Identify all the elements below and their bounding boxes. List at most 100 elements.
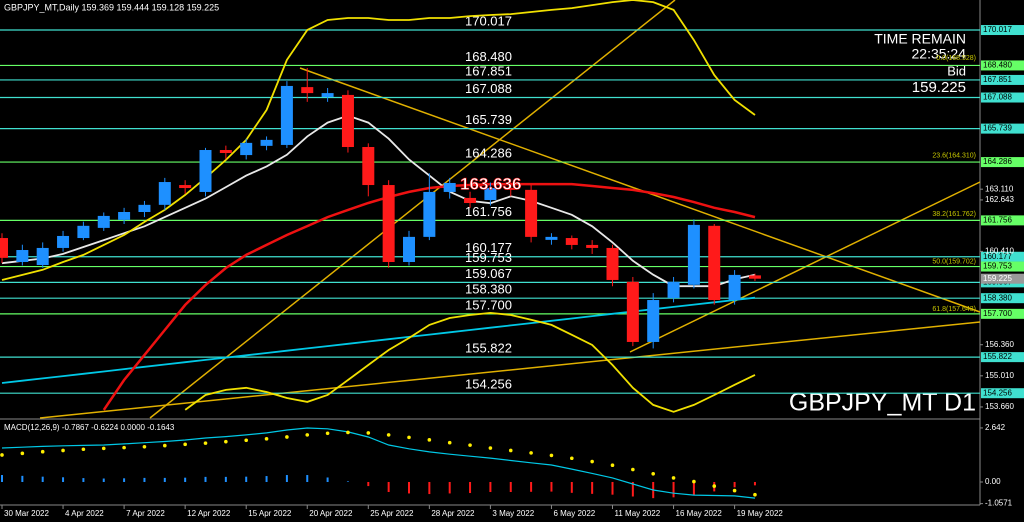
signal-dot bbox=[631, 467, 635, 472]
histogram-bar bbox=[753, 481, 756, 486]
x-tick-label: 11 May 2022 bbox=[615, 509, 661, 518]
bid-label: Bid bbox=[947, 63, 966, 78]
y-tick-label: 155.010 bbox=[985, 371, 1014, 380]
candle-body bbox=[626, 281, 639, 342]
axis-level-box bbox=[981, 215, 1024, 226]
histogram-bar bbox=[163, 477, 166, 482]
candle-body bbox=[97, 215, 110, 228]
signal-dot bbox=[40, 449, 45, 454]
histogram-bar bbox=[62, 477, 65, 482]
histogram-bar bbox=[570, 481, 573, 493]
y-tick-label: 157.700 bbox=[983, 309, 1012, 318]
histogram-bar bbox=[469, 481, 472, 494]
histogram-bar bbox=[550, 481, 553, 492]
axis-level-box bbox=[981, 388, 1024, 399]
candle-body bbox=[403, 236, 415, 262]
histogram-bar bbox=[489, 481, 492, 493]
fib-label: 50.0(159.702) bbox=[932, 259, 976, 266]
histogram-bar bbox=[245, 476, 248, 482]
candle-body bbox=[158, 182, 171, 205]
y-tick-label: 164.286 bbox=[983, 157, 1012, 166]
y-tick-label: 160.177 bbox=[983, 252, 1012, 261]
candle-body bbox=[341, 94, 354, 148]
level-label: 160.177 bbox=[465, 240, 512, 255]
histogram-bar bbox=[123, 478, 126, 482]
level-label: 155.822 bbox=[465, 341, 512, 356]
signal-dot bbox=[692, 479, 696, 484]
candle-body bbox=[687, 224, 700, 285]
signal-dot bbox=[407, 435, 411, 440]
signal-dot bbox=[101, 446, 106, 451]
candle-body bbox=[647, 300, 660, 342]
signal-dot bbox=[0, 453, 4, 457]
trendline bbox=[149, 0, 676, 419]
x-tick-label: 4 Apr 2022 bbox=[65, 509, 104, 518]
candle-body bbox=[606, 247, 619, 280]
histogram-bar bbox=[448, 481, 451, 494]
signal-dot bbox=[610, 463, 615, 468]
x-tick-label: 12 Apr 2022 bbox=[187, 509, 231, 518]
candle-body bbox=[0, 238, 8, 258]
histogram-bar bbox=[611, 481, 614, 495]
candle-body bbox=[525, 189, 538, 237]
histogram-bar bbox=[428, 481, 431, 495]
y-tick-label: 168.480 bbox=[983, 61, 1012, 70]
signal-dot bbox=[61, 448, 65, 453]
level-label: 157.700 bbox=[465, 297, 512, 312]
axis-level-box bbox=[981, 25, 1024, 36]
fib-label: 0.0(168.528) bbox=[936, 55, 976, 62]
y-tick-label: 167.088 bbox=[983, 93, 1012, 102]
signal-dot bbox=[20, 451, 25, 456]
axis-level-box bbox=[981, 251, 1024, 262]
signal-dot bbox=[203, 441, 208, 445]
histogram-bar bbox=[509, 481, 512, 493]
x-tick-label: 28 Apr 2022 bbox=[431, 509, 475, 518]
histogram-bar bbox=[265, 476, 268, 482]
axis-level-box bbox=[981, 293, 1024, 304]
signal-dot bbox=[183, 442, 187, 447]
histogram-bar bbox=[306, 475, 309, 482]
histogram-bar bbox=[41, 476, 44, 482]
y-tick-label: 156.360 bbox=[985, 340, 1014, 349]
candle-body bbox=[484, 188, 497, 201]
level-label: 154.256 bbox=[465, 377, 512, 392]
candle-body bbox=[77, 225, 90, 239]
axis-level-box bbox=[981, 157, 1024, 168]
histogram-bar bbox=[326, 477, 329, 482]
macd-line bbox=[1, 427, 756, 499]
y-tick-label: 162.643 bbox=[985, 195, 1014, 204]
signal-dot bbox=[427, 438, 432, 442]
x-tick-label: 15 Apr 2022 bbox=[248, 509, 292, 518]
chart-header: GBPJPY_MT,Daily 159.369 159.444 159.128 … bbox=[4, 2, 219, 12]
candle-body bbox=[443, 182, 456, 192]
histogram-bar bbox=[1, 475, 3, 482]
axis-level-box bbox=[981, 123, 1024, 134]
level-label: 158.380 bbox=[465, 282, 512, 297]
y-tick-label: 155.822 bbox=[983, 352, 1012, 361]
y-tick-label: 163.110 bbox=[985, 184, 1014, 193]
signal-dot bbox=[488, 446, 493, 450]
candle-body bbox=[16, 250, 29, 262]
candle-body bbox=[138, 204, 151, 212]
candle-body bbox=[586, 244, 599, 248]
candle-body bbox=[219, 150, 232, 154]
candle-body bbox=[728, 274, 741, 301]
axis-level-box bbox=[981, 308, 1024, 319]
y-tick-label: 0.00 bbox=[985, 477, 1001, 486]
candle-body bbox=[57, 235, 70, 248]
y-tick-label: 160.410 bbox=[985, 247, 1014, 256]
histogram-bar bbox=[184, 477, 187, 482]
candle-body bbox=[382, 185, 395, 262]
candle-body bbox=[748, 275, 761, 279]
current-price-box bbox=[981, 273, 1024, 284]
axis-level-box bbox=[981, 60, 1024, 71]
signal-dot bbox=[529, 451, 533, 455]
histogram-bar bbox=[143, 477, 146, 482]
y-tick-label: 170.017 bbox=[983, 25, 1012, 34]
candle-body bbox=[667, 281, 680, 298]
signal-dot bbox=[224, 439, 228, 444]
signal-dot bbox=[549, 453, 554, 458]
signal-dot bbox=[81, 447, 86, 452]
histogram-bar bbox=[367, 481, 370, 487]
